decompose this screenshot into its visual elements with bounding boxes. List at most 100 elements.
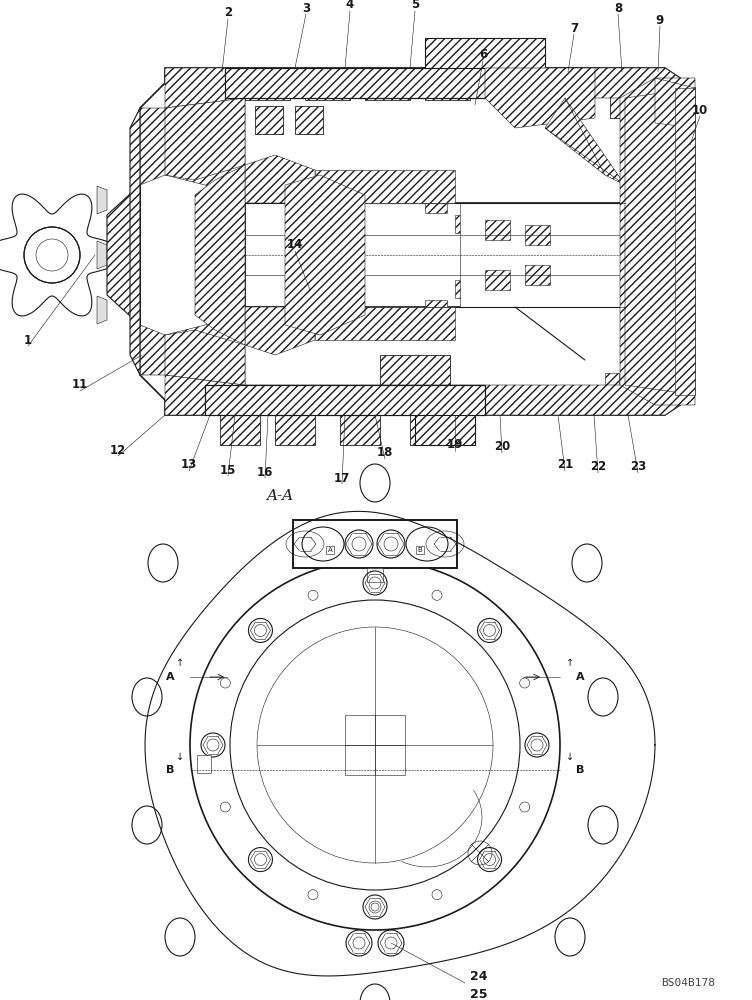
Polygon shape <box>245 155 315 203</box>
Polygon shape <box>140 310 245 385</box>
Polygon shape <box>225 38 585 98</box>
Polygon shape <box>165 365 695 415</box>
Bar <box>385 310 407 328</box>
Text: 14: 14 <box>287 238 303 251</box>
Bar <box>295 106 323 134</box>
Bar <box>245 200 675 310</box>
Text: A-A: A-A <box>266 489 293 503</box>
Text: 3: 3 <box>302 1 310 14</box>
Text: 4: 4 <box>346 0 354 11</box>
Polygon shape <box>165 330 245 385</box>
Bar <box>197 755 211 773</box>
Text: 1: 1 <box>24 334 32 347</box>
Text: 9: 9 <box>656 13 664 26</box>
Polygon shape <box>97 186 107 214</box>
Text: A: A <box>165 672 174 682</box>
Text: 7: 7 <box>570 21 578 34</box>
Text: 22: 22 <box>590 460 606 474</box>
Polygon shape <box>97 241 107 269</box>
Bar <box>220 407 260 445</box>
Bar <box>455 280 477 298</box>
Bar <box>610 96 632 118</box>
Bar <box>605 373 619 395</box>
Bar <box>255 106 283 134</box>
Polygon shape <box>315 170 455 203</box>
Bar <box>485 220 510 240</box>
Polygon shape <box>140 98 245 200</box>
Bar <box>410 407 450 445</box>
Bar <box>637 246 655 253</box>
Text: 19: 19 <box>447 438 463 452</box>
Bar <box>380 355 450 385</box>
Bar <box>340 407 380 445</box>
Polygon shape <box>165 68 695 118</box>
Bar <box>275 407 315 445</box>
Text: 20: 20 <box>494 440 510 454</box>
Text: 17: 17 <box>334 472 350 485</box>
Bar <box>305 68 350 100</box>
Text: BS04B178: BS04B178 <box>661 978 715 988</box>
Bar <box>637 228 655 235</box>
Bar <box>425 68 470 100</box>
Polygon shape <box>675 88 695 395</box>
Text: 11: 11 <box>72 378 88 391</box>
Text: A: A <box>576 672 584 682</box>
Text: 5: 5 <box>411 0 419 11</box>
Polygon shape <box>195 165 245 345</box>
Text: ↑: ↑ <box>566 658 574 668</box>
Bar <box>610 96 632 118</box>
Bar <box>637 282 655 289</box>
Bar <box>305 68 350 100</box>
Bar <box>367 568 383 582</box>
Bar <box>345 715 405 775</box>
Polygon shape <box>205 385 485 445</box>
Bar <box>425 68 470 100</box>
Bar <box>255 106 283 134</box>
Polygon shape <box>620 78 695 405</box>
Text: ↓: ↓ <box>566 752 574 762</box>
Polygon shape <box>245 307 315 355</box>
Polygon shape <box>655 78 695 128</box>
Bar <box>365 68 410 100</box>
Polygon shape <box>485 68 595 128</box>
Bar <box>245 68 290 100</box>
Bar <box>410 407 450 445</box>
Polygon shape <box>285 175 365 335</box>
Bar <box>220 407 260 445</box>
Bar <box>425 300 447 318</box>
Bar <box>460 203 625 307</box>
Text: 18: 18 <box>377 446 393 460</box>
Text: ↑: ↑ <box>176 658 184 668</box>
Text: 2: 2 <box>224 6 232 19</box>
Bar <box>637 264 655 271</box>
Bar <box>425 195 447 213</box>
Text: A: A <box>328 547 332 553</box>
Bar <box>385 185 407 203</box>
Bar <box>637 291 655 298</box>
Bar <box>623 373 637 395</box>
Text: B: B <box>576 765 584 775</box>
Bar <box>455 215 477 233</box>
Text: 12: 12 <box>110 444 126 456</box>
Bar <box>640 373 654 395</box>
Bar <box>365 68 410 100</box>
Bar <box>380 355 450 385</box>
Text: 24: 24 <box>470 970 487 984</box>
Polygon shape <box>165 98 245 180</box>
Bar <box>637 273 655 280</box>
Bar <box>340 407 380 445</box>
Text: 23: 23 <box>630 460 646 474</box>
Text: 16: 16 <box>257 466 273 479</box>
Bar <box>525 265 550 285</box>
Bar <box>525 225 550 245</box>
Circle shape <box>24 227 80 283</box>
Polygon shape <box>130 108 140 375</box>
Text: 25: 25 <box>470 988 487 1000</box>
Bar <box>485 270 510 290</box>
Polygon shape <box>625 88 695 395</box>
Bar <box>245 68 290 100</box>
Text: 8: 8 <box>614 1 622 14</box>
Polygon shape <box>545 98 625 185</box>
Bar <box>245 203 625 307</box>
Text: 13: 13 <box>181 458 197 472</box>
